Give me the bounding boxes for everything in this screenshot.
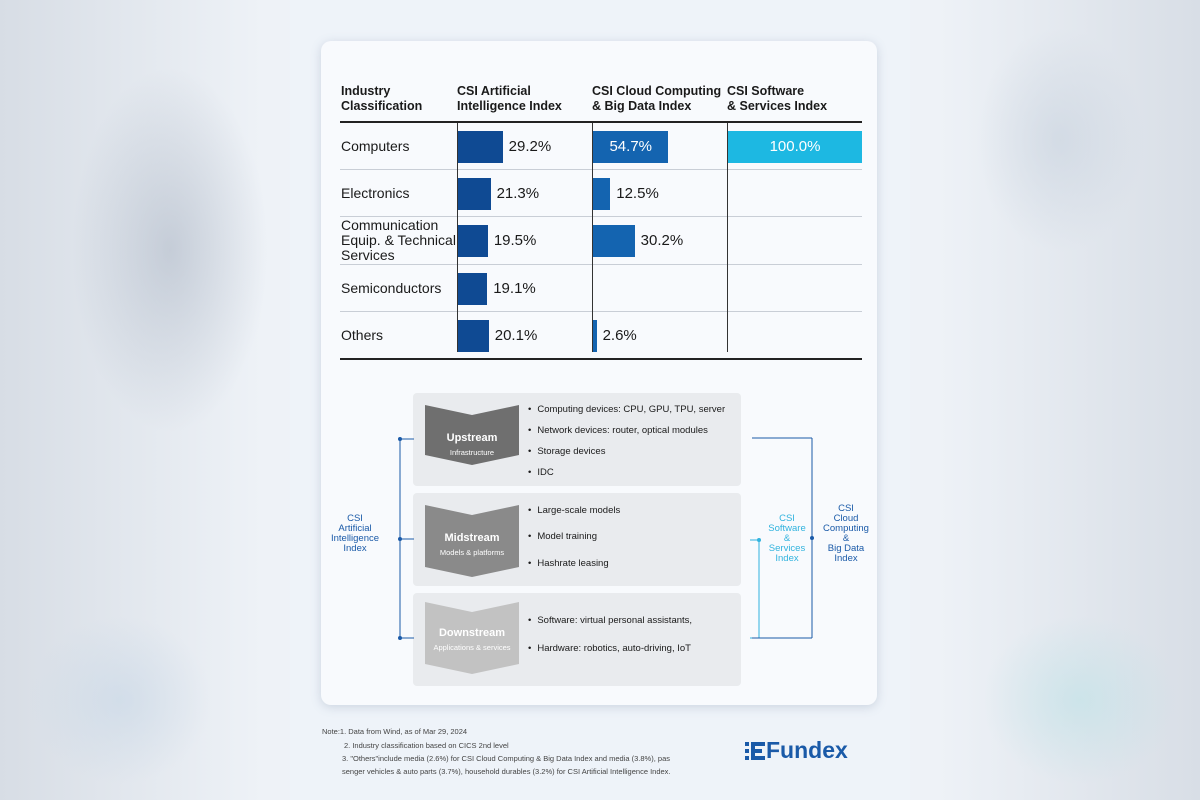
bar — [458, 273, 488, 305]
downstream-title: Downstream — [438, 627, 506, 639]
bar — [458, 178, 491, 210]
downstream-chevron-icon — [425, 602, 519, 674]
row-label: Semiconductors — [341, 279, 442, 296]
upstream-bullet: Network devices: router, optical modules — [528, 425, 708, 436]
row-divider — [340, 311, 862, 312]
upstream-bullet: IDC — [528, 467, 553, 478]
row-divider — [340, 264, 862, 265]
header-software-text: CSI Software & Services Index — [727, 84, 828, 113]
data-label: 2.6% — [602, 327, 637, 344]
downstream-bullet: Software: virtual personal assistants, — [528, 615, 692, 626]
header-industry-text: Industry Classification — [341, 84, 423, 113]
note-line: 2. Industry classification based on CICS… — [344, 741, 509, 750]
ai-bracket — [398, 437, 414, 640]
midstream-bullet: Hashrate leasing — [528, 558, 608, 569]
header-software: CSI Software & Services Index — [727, 84, 862, 114]
software-axis-line — [727, 123, 728, 352]
header-cloud: CSI Cloud Computing & Big Data Index — [592, 84, 727, 114]
note-line: senger vehicles & auto parts (3.7%), hou… — [342, 767, 671, 776]
fundex-logo: Fundex — [745, 737, 881, 769]
upstream-subtitle: Infrastructure — [449, 448, 495, 457]
row-label: Computers — [341, 137, 410, 154]
midstream-bullet: Model training — [528, 531, 597, 542]
bar — [458, 131, 503, 163]
ai-axis-line — [457, 123, 458, 352]
upstream-bullet: Storage devices — [528, 446, 605, 457]
midstream-chevron-icon — [425, 505, 519, 577]
header-ai-text: CSI Artificial Intelligence Index — [457, 84, 562, 113]
ai-index-label: CSI Artificial Intelligence Index — [330, 513, 380, 554]
row-divider — [340, 169, 862, 170]
data-label: 20.1% — [494, 327, 538, 344]
fundex-e-icon — [745, 742, 765, 760]
upstream-chevron-icon — [425, 405, 519, 465]
note-line: Note:1. Data from Wind, as of Mar 29, 20… — [322, 727, 468, 736]
cloud-index-label: CSI Cloud Computing & Big Data Index — [823, 503, 869, 564]
cloud-bracket — [752, 437, 814, 639]
bar — [593, 225, 635, 257]
bar — [593, 320, 597, 352]
downstream-subtitle: Applications & services — [433, 643, 511, 652]
header-industry: Industry Classification — [341, 84, 451, 114]
data-label: 12.5% — [616, 185, 659, 202]
data-label: 21.3% — [496, 185, 540, 202]
bar — [593, 178, 611, 210]
table-bottom-rule — [340, 358, 862, 360]
data-label: 54.7% — [609, 138, 653, 155]
bar — [728, 131, 862, 163]
upstream-title: Upstream — [446, 432, 498, 444]
row-label: Communication Equip. & Technical Service… — [341, 216, 456, 263]
header-ai: CSI Artificial Intelligence Index — [457, 84, 587, 114]
data-label: 29.2% — [508, 138, 552, 155]
data-label: 19.1% — [493, 280, 536, 297]
software-index-label: CSI Software & Services Index — [768, 513, 806, 564]
midstream-subtitle: Models & platforms — [439, 548, 505, 557]
downstream-bullet: Hardware: robotics, auto-driving, IoT — [528, 643, 691, 654]
row-label: Electronics — [341, 184, 410, 201]
note-line: 3. "Others"include media (2.6%) for CSI … — [342, 754, 670, 763]
row-divider — [340, 216, 862, 217]
data-label: 100.0% — [769, 138, 821, 155]
data-label: 30.2% — [640, 232, 684, 249]
midstream-title: Midstream — [444, 532, 500, 544]
header-cloud-text: CSI Cloud Computing & Big Data Index — [592, 84, 722, 113]
bar — [458, 320, 489, 352]
row-label: Others — [341, 326, 384, 343]
upstream-bullet: Computing devices: CPU, GPU, TPU, server — [528, 404, 725, 415]
data-label: 19.5% — [493, 232, 537, 249]
midstream-bullet: Large-scale models — [528, 505, 620, 516]
bar — [593, 131, 669, 163]
cloud-axis-line — [592, 123, 593, 352]
table-top-rule — [340, 121, 862, 123]
fundex-wordmark: Fundex — [766, 737, 848, 763]
bar — [458, 225, 488, 257]
